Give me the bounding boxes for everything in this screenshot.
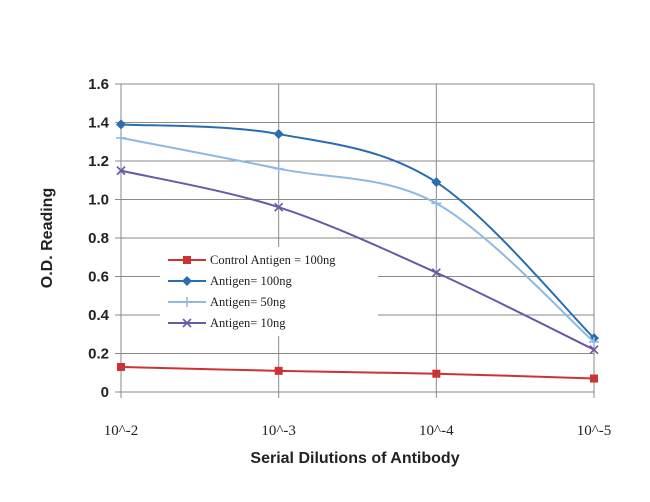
data-point	[589, 345, 599, 355]
data-point	[589, 336, 599, 347]
series-2	[116, 132, 599, 347]
data-point	[116, 119, 126, 130]
y-tick-label: 1.4	[88, 115, 110, 132]
series-line	[120, 123, 595, 339]
y-tick-label: 0.8	[88, 230, 109, 247]
data-point	[274, 366, 283, 375]
x-axis-title: Serial Dilutions of Antibody	[250, 450, 459, 467]
x-axis-ticks: 10^-2 10^-3 10^-4 10^-5	[104, 392, 612, 439]
data-point	[590, 374, 598, 383]
data-point	[116, 132, 126, 143]
legend-label: Antigen= 10ng	[210, 316, 286, 330]
legend-entry: Antigen= 50ng	[168, 295, 286, 309]
y-axis-ticks: 0 0.2 0.4 0.6 0.8 1.0 1.2 1.4 1.6	[88, 76, 121, 401]
series-0	[117, 362, 598, 383]
legend-entry: Antigen= 10ng	[168, 316, 286, 330]
data-point	[116, 166, 126, 176]
y-tick-label: 0.6	[88, 269, 109, 286]
legend-marker	[182, 276, 192, 286]
legend-box	[160, 247, 378, 336]
legend: Control Antigen = 100ng Antigen= 100ng Ant…	[160, 247, 378, 336]
series-line	[120, 136, 595, 343]
y-tick-label: 0.4	[88, 307, 110, 324]
series-3	[116, 166, 599, 355]
legend-entry: Control Antigen = 100ng	[168, 253, 336, 267]
legend-label: Antigen= 50ng	[210, 295, 286, 309]
legend-marker	[182, 297, 192, 307]
y-tick-label: 1.6	[88, 76, 109, 93]
data-point	[273, 129, 284, 140]
data-point	[117, 362, 125, 371]
data-point	[273, 163, 284, 174]
x-tick-label: 10^-2	[104, 423, 139, 439]
legend-marker	[182, 318, 192, 328]
legend-label: Control Antigen = 100ng	[210, 253, 336, 267]
series-lines	[116, 119, 599, 383]
data-point	[431, 268, 441, 278]
y-tick-label: 1.0	[88, 192, 109, 209]
legend-marker	[183, 256, 191, 264]
x-tick-label: 10^-4	[419, 423, 454, 439]
y-axis-title: O.D. Reading	[39, 188, 56, 288]
legend-label: Antigen= 100ng	[210, 274, 292, 288]
series-1	[116, 119, 599, 344]
data-point	[274, 202, 284, 212]
series-line	[120, 169, 595, 351]
x-tick-label: 10^-5	[577, 423, 612, 439]
x-tick-label: 10^-3	[261, 423, 296, 439]
data-point	[432, 369, 441, 378]
legend-entry: Antigen= 100ng	[168, 274, 292, 288]
y-tick-label: 0	[101, 384, 109, 401]
y-tick-label: 1.2	[88, 153, 109, 170]
series-line	[120, 365, 595, 380]
grid-lines	[120, 83, 595, 393]
data-point	[431, 198, 442, 209]
data-point	[431, 177, 442, 188]
y-tick-label: 0.2	[88, 346, 109, 363]
